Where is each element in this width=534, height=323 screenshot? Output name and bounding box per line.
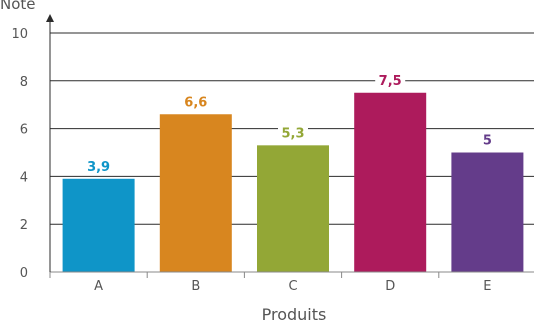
y-tick-label: 10 — [11, 27, 28, 42]
x-tick-label: D — [385, 279, 395, 294]
x-tick-labels: A B C D E — [94, 279, 491, 294]
data-label-background — [472, 129, 503, 149]
y-tick-labels: 0 2 4 6 8 10 — [11, 27, 28, 281]
data-label: 7,5 — [379, 74, 402, 89]
bar-A — [62, 178, 135, 272]
x-axis-title: Produits — [262, 305, 327, 323]
bar-C — [257, 145, 329, 272]
y-tick-label: 6 — [20, 123, 28, 138]
y-tick-label: 4 — [20, 170, 28, 185]
x-tick-label: C — [288, 279, 297, 294]
y-axis-arrow — [46, 14, 54, 22]
y-tick-label: 0 — [20, 266, 28, 281]
data-label: 3,9 — [87, 160, 110, 175]
data-label-background — [278, 122, 308, 142]
data-label: 6,6 — [184, 95, 207, 110]
data-label: 5,3 — [281, 126, 304, 141]
axes — [46, 14, 534, 278]
x-tick-label: E — [483, 279, 491, 294]
data-label-background — [180, 91, 211, 111]
data-label-background — [83, 155, 114, 175]
bars — [62, 92, 524, 272]
data-label: 5 — [483, 134, 492, 149]
data-labels: 3,9 6,6 5,3 7,5 5 — [83, 69, 503, 175]
x-tick-label: B — [191, 279, 200, 294]
y-axis-title: Note — [0, 0, 36, 13]
data-label-background — [375, 69, 406, 89]
bar-E — [451, 152, 524, 272]
bar-B — [159, 114, 232, 272]
y-tick-label: 2 — [20, 218, 28, 233]
bar-D — [354, 92, 427, 272]
y-tick-label: 8 — [20, 75, 28, 90]
x-tick-label: A — [94, 279, 103, 294]
